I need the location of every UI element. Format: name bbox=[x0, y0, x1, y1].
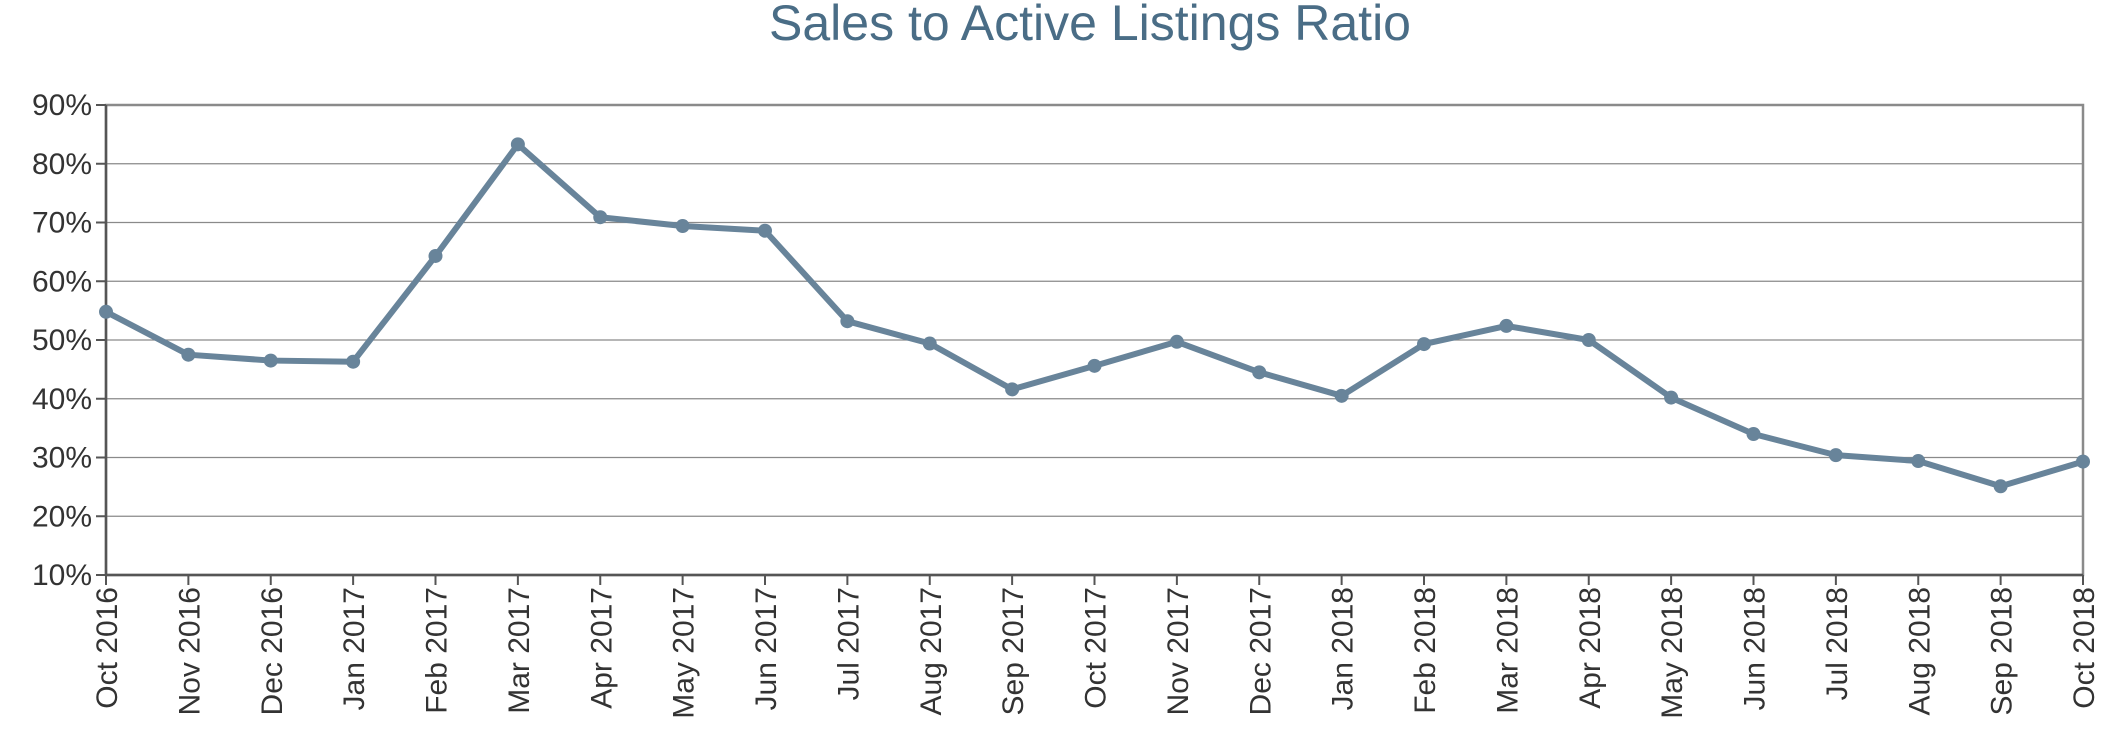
data-point bbox=[1993, 479, 2008, 494]
series-layer bbox=[99, 137, 2090, 494]
x-tick-label: Mar 2018 bbox=[1491, 587, 1524, 714]
data-point bbox=[1499, 318, 1514, 333]
x-tick-label: Jul 2018 bbox=[1821, 587, 1854, 700]
data-point bbox=[1252, 365, 1267, 380]
x-tick-label: Oct 2017 bbox=[1080, 587, 1113, 709]
x-tick-label: May 2017 bbox=[668, 587, 701, 719]
data-point bbox=[1828, 448, 1843, 463]
x-tick-label: Mar 2017 bbox=[503, 587, 536, 714]
y-tick-label: 50% bbox=[32, 324, 92, 357]
x-tick-label: Apr 2018 bbox=[1574, 587, 1607, 709]
x-axis-tick-labels: Oct 2016 Nov 2016 Dec 2016 Jan 2017 Feb 2017… bbox=[91, 587, 2101, 719]
x-tick-label: Jul 2017 bbox=[832, 587, 865, 700]
x-tick-label: Dec 2016 bbox=[256, 587, 289, 715]
data-point bbox=[758, 223, 772, 238]
x-tick-label: Jan 2017 bbox=[338, 587, 371, 710]
y-tick-label: 40% bbox=[32, 383, 92, 416]
x-tick-label: Jan 2018 bbox=[1327, 587, 1360, 710]
series-line bbox=[103, 141, 2086, 490]
data-point bbox=[1664, 390, 1679, 405]
data-point bbox=[675, 219, 690, 234]
data-point bbox=[1417, 337, 1431, 352]
data-point bbox=[2076, 454, 2090, 469]
data-point bbox=[510, 137, 525, 152]
x-tick-label: Feb 2017 bbox=[421, 587, 454, 714]
y-tick-label: 20% bbox=[32, 500, 92, 533]
data-point bbox=[181, 347, 196, 362]
x-tick-label: Apr 2017 bbox=[585, 587, 618, 709]
y-tick-label: 80% bbox=[32, 148, 92, 181]
data-point bbox=[1911, 454, 1926, 469]
x-tick-label: Feb 2018 bbox=[1409, 587, 1442, 714]
x-tick-label: Oct 2016 bbox=[91, 587, 124, 709]
x-tick-label: Sep 2017 bbox=[997, 587, 1030, 715]
x-tick-label: Dec 2017 bbox=[1244, 587, 1277, 715]
chart-title: Sales to Active Listings Ratio bbox=[769, 0, 1411, 51]
data-point bbox=[428, 248, 443, 263]
data-point bbox=[1005, 382, 1020, 397]
x-tick-label: Jun 2017 bbox=[750, 587, 783, 710]
axes bbox=[96, 104, 2084, 585]
data-point bbox=[1334, 388, 1349, 403]
y-tick-label: 30% bbox=[32, 442, 92, 475]
data-point bbox=[1087, 358, 1102, 373]
y-tick-label: 90% bbox=[32, 89, 92, 122]
x-tick-label: May 2018 bbox=[1656, 587, 1689, 719]
data-point bbox=[263, 353, 278, 368]
data-point bbox=[1746, 427, 1761, 441]
data-point bbox=[593, 210, 608, 225]
y-tick-label: 60% bbox=[32, 265, 92, 298]
data-point bbox=[922, 336, 937, 351]
x-tick-label: Sep 2018 bbox=[1986, 587, 2019, 715]
x-tick-label: Oct 2018 bbox=[2068, 587, 2101, 709]
data-point bbox=[840, 314, 855, 329]
data-point bbox=[346, 354, 361, 369]
data-point bbox=[99, 304, 113, 319]
x-tick-label: Aug 2017 bbox=[915, 587, 948, 715]
data-point bbox=[1169, 334, 1184, 349]
x-tick-label: Nov 2017 bbox=[1162, 587, 1195, 715]
data-point bbox=[1581, 333, 1596, 347]
x-tick-label: Jun 2018 bbox=[1739, 587, 1772, 710]
x-tick-label: Aug 2018 bbox=[1903, 587, 1936, 715]
x-tick-label: Nov 2016 bbox=[173, 587, 206, 715]
y-tick-label: 70% bbox=[32, 207, 92, 240]
y-tick-label: 10% bbox=[32, 559, 92, 592]
gridlines bbox=[106, 163, 2083, 517]
y-axis-tick-labels: 10% 20% 30% 40% 50% 60% 70% 80% 90% bbox=[32, 89, 92, 592]
